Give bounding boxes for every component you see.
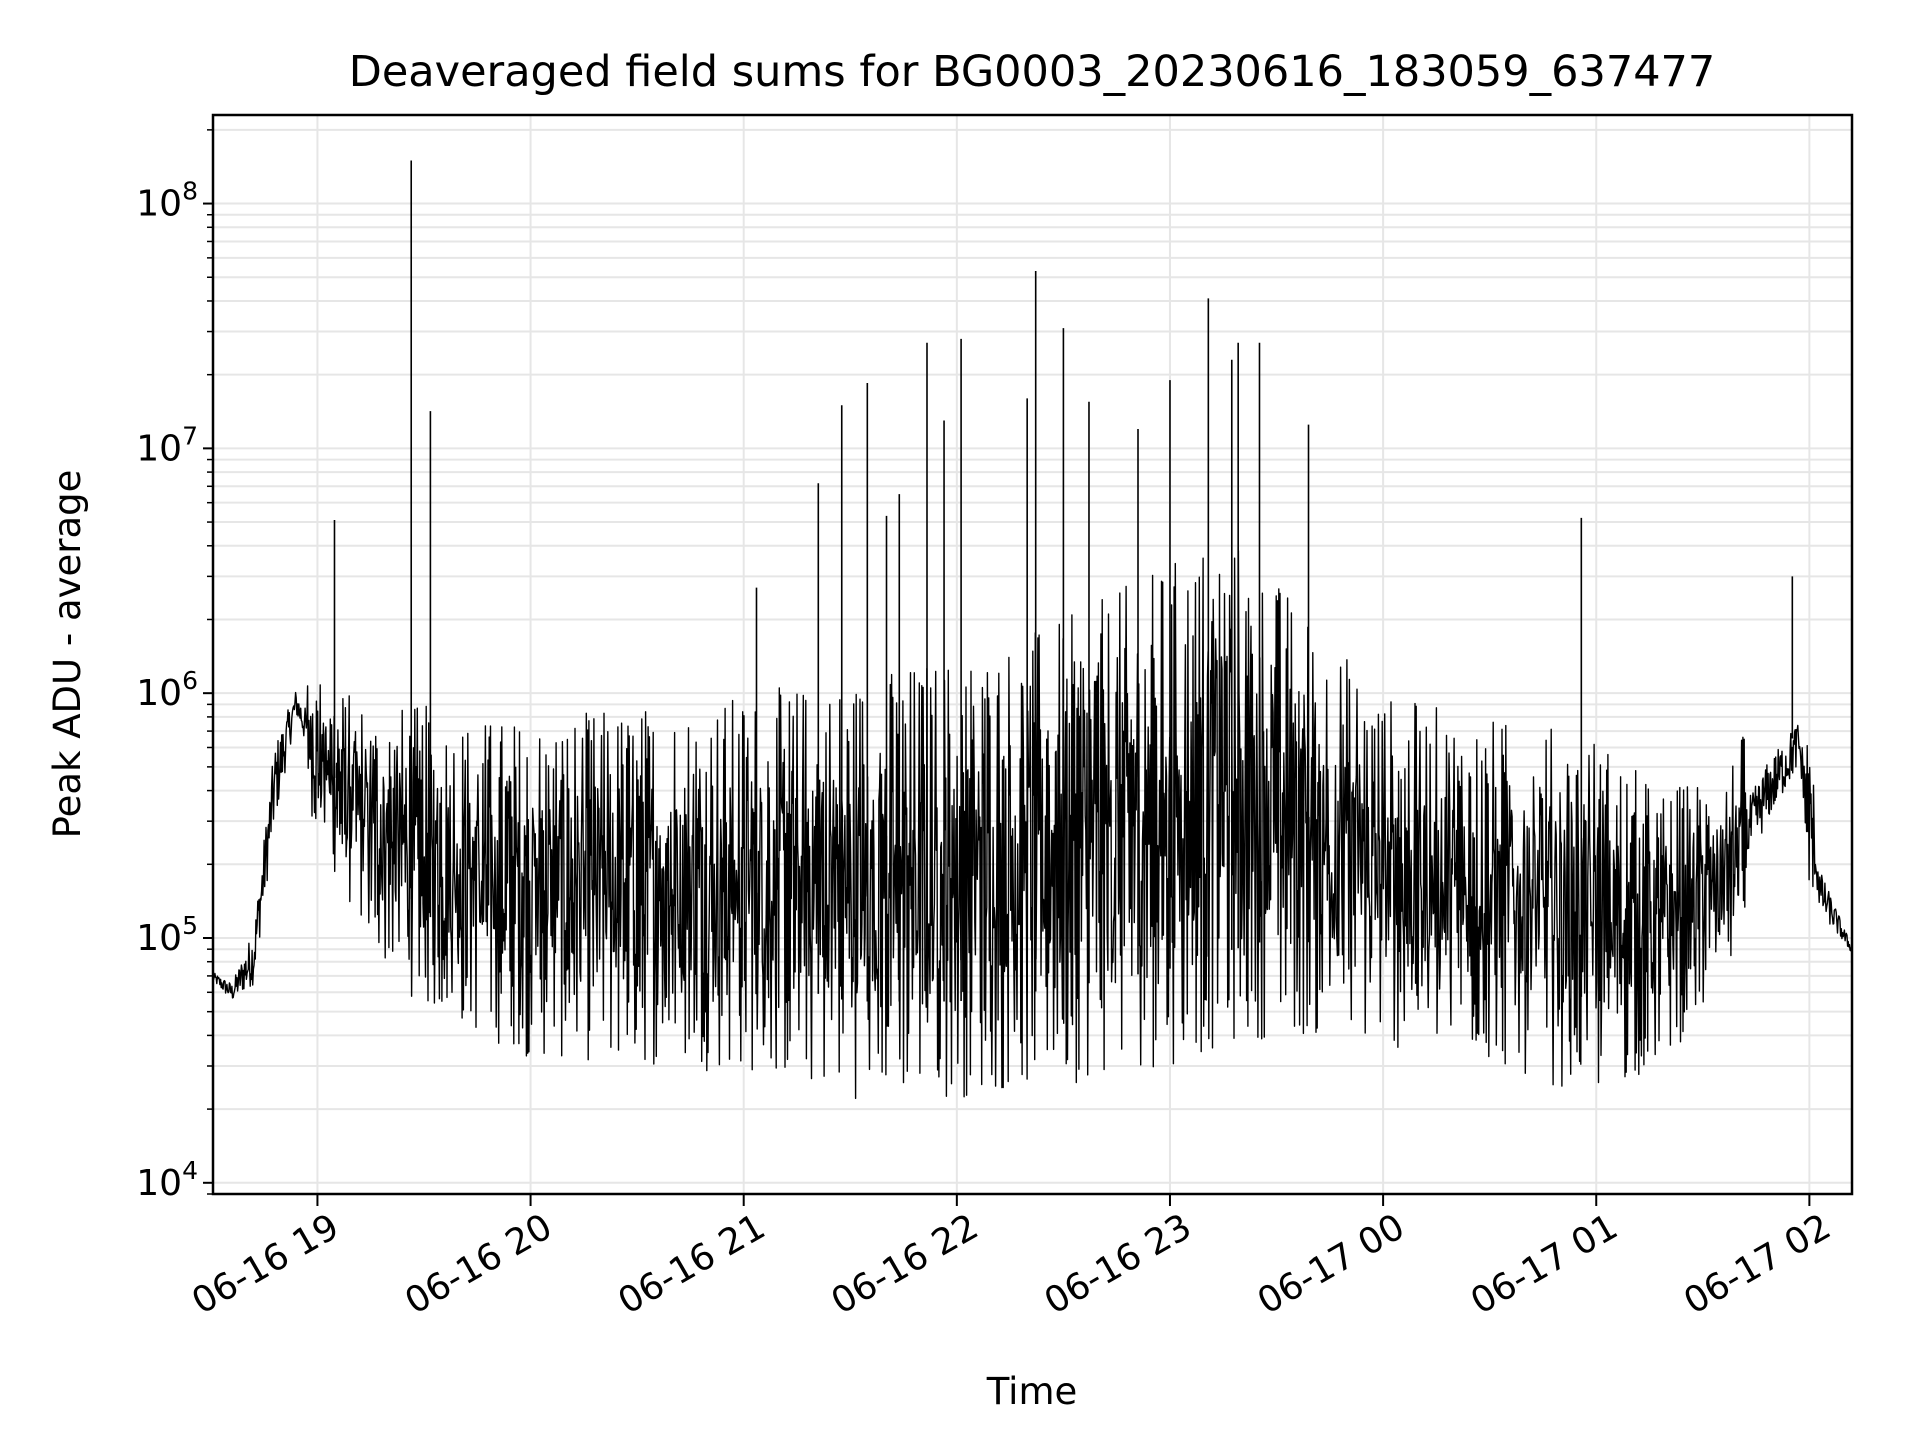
- x-tick-label: 06-17 01: [1464, 1206, 1625, 1322]
- y-tick-base: 10: [136, 1163, 182, 1204]
- series-line: [212, 550, 1853, 1100]
- y-tick-label: 108: [136, 177, 198, 225]
- x-axis-label: Time: [986, 1370, 1078, 1413]
- x-tick-label: 06-16 22: [825, 1206, 986, 1322]
- x-tick-label: 06-16 23: [1038, 1206, 1199, 1322]
- y-tick-base: 10: [136, 184, 182, 225]
- y-tick-base: 10: [136, 673, 182, 714]
- plot-frame: [211, 113, 1854, 1196]
- y-tick-exp: 7: [182, 421, 198, 450]
- y-tick-exp: 5: [182, 911, 198, 940]
- data-series: [212, 160, 1853, 1100]
- y-tick-base: 10: [136, 428, 182, 469]
- x-tick-label: 06-16 20: [398, 1206, 559, 1322]
- x-tick-label: 06-17 02: [1677, 1206, 1838, 1322]
- y-tick-exp: 4: [182, 1156, 198, 1185]
- y-tick-label: 106: [136, 666, 198, 714]
- y-tick-label: 105: [136, 911, 198, 959]
- y-tick-base: 10: [136, 918, 182, 959]
- y-tick-exp: 6: [182, 666, 198, 695]
- y-axis-label: Peak ADU - average: [46, 470, 89, 839]
- x-tick-label: 06-16 19: [185, 1206, 346, 1322]
- y-tick-exp: 8: [182, 177, 198, 206]
- y-tick-label: 107: [136, 421, 198, 469]
- x-tick-label: 06-17 00: [1251, 1206, 1412, 1322]
- y-tick-label: 104: [136, 1156, 198, 1204]
- chart-title: Deaveraged field sums for BG0003_2023061…: [349, 47, 1716, 97]
- x-axis: 06-16 19 06-16 20 06-16 21 06-16 22 06-16 23…: [185, 1194, 1838, 1323]
- x-gridlines: [316, 115, 1811, 1194]
- x-tick-label: 06-16 21: [612, 1206, 773, 1322]
